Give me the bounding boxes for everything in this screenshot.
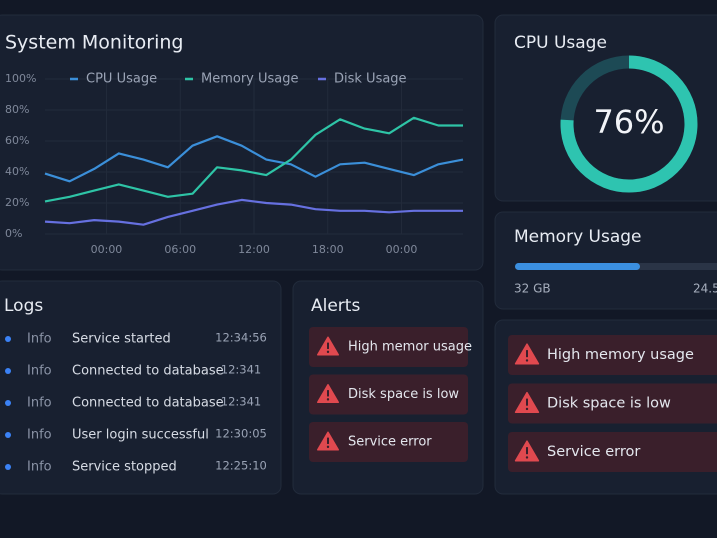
log-message: Connected to database	[72, 396, 224, 411]
alert-text: Service error	[348, 435, 432, 450]
logs-title: Logs	[4, 296, 43, 316]
log-time: 12:25:10	[215, 459, 267, 473]
log-message: Connected to database	[72, 364, 224, 379]
alert-box	[309, 327, 468, 367]
alert-icon-dot	[326, 445, 330, 449]
alerts-title: Alerts	[311, 296, 360, 316]
x-tick-label: 06:00	[164, 243, 196, 256]
memory-panel	[494, 211, 717, 310]
cpu-arc	[560, 55, 698, 193]
x-tick-label: 00:00	[91, 243, 123, 256]
log-dot	[5, 400, 11, 406]
alert-text: High memory usage	[547, 347, 694, 363]
memory-total: 24.5	[693, 282, 717, 296]
alert-box	[508, 335, 717, 375]
alert-icon-dot	[525, 359, 529, 362]
log-dot	[5, 464, 11, 470]
alert-icon-dot	[525, 407, 529, 411]
y-tick-label: 0%	[5, 227, 22, 240]
alert-box	[508, 383, 717, 424]
log-level: Info	[27, 364, 52, 379]
log-level: Info	[27, 460, 52, 475]
cpu-value: 76%	[593, 103, 664, 141]
cpu-title: CPU Usage	[514, 33, 607, 53]
alert-text: Service error	[547, 444, 640, 460]
alert-icon-dot	[326, 398, 330, 401]
log-time: 12:34:56	[215, 331, 267, 345]
alert-box	[309, 422, 468, 462]
alert-text: High memor usage	[348, 340, 472, 355]
log-time: 12:341	[221, 395, 261, 409]
y-tick-label: 80%	[5, 103, 29, 116]
log-level: Info	[27, 396, 52, 411]
alert-box	[309, 374, 468, 415]
memory-fill	[515, 263, 640, 270]
cpu-panel	[494, 14, 717, 202]
alert-icon-dot	[525, 456, 529, 459]
log-time: 12:341	[221, 363, 261, 377]
logs-panel	[0, 280, 282, 495]
legend-label: CPU Usage	[86, 72, 157, 87]
legend-label: Memory Usage	[201, 72, 299, 87]
memory-used: 32 GB	[514, 282, 551, 296]
monitoring-title: System Monitoring	[5, 32, 184, 54]
x-tick-label: 18:00	[312, 243, 344, 256]
x-tick-label: 00:00	[386, 243, 418, 256]
memory-title: Memory Usage	[514, 227, 642, 247]
y-tick-label: 40%	[5, 165, 29, 178]
legend-label: Disk Usage	[334, 72, 407, 87]
log-dot	[5, 432, 11, 438]
series-line	[44, 116, 463, 203]
log-dot	[5, 336, 11, 342]
y-tick-label: 60%	[5, 134, 29, 147]
log-message: Service stopped	[72, 460, 177, 475]
alert-text: Disk space is low	[348, 387, 459, 402]
log-message: Service started	[72, 332, 171, 347]
y-tick-label: 100%	[5, 72, 36, 85]
alert-icon-dot	[326, 350, 330, 354]
log-time: 12:30:05	[215, 427, 267, 441]
log-level: Info	[27, 428, 52, 443]
log-message: User login successful	[72, 428, 209, 443]
y-tick-label: 20%	[5, 196, 29, 209]
x-tick-label: 12:00	[238, 243, 270, 256]
series-line	[44, 135, 464, 183]
log-dot	[5, 368, 11, 374]
series-line	[44, 198, 463, 226]
alert-box	[508, 432, 717, 472]
alert-text: Disk space is low	[547, 396, 671, 412]
log-level: Info	[27, 332, 52, 347]
